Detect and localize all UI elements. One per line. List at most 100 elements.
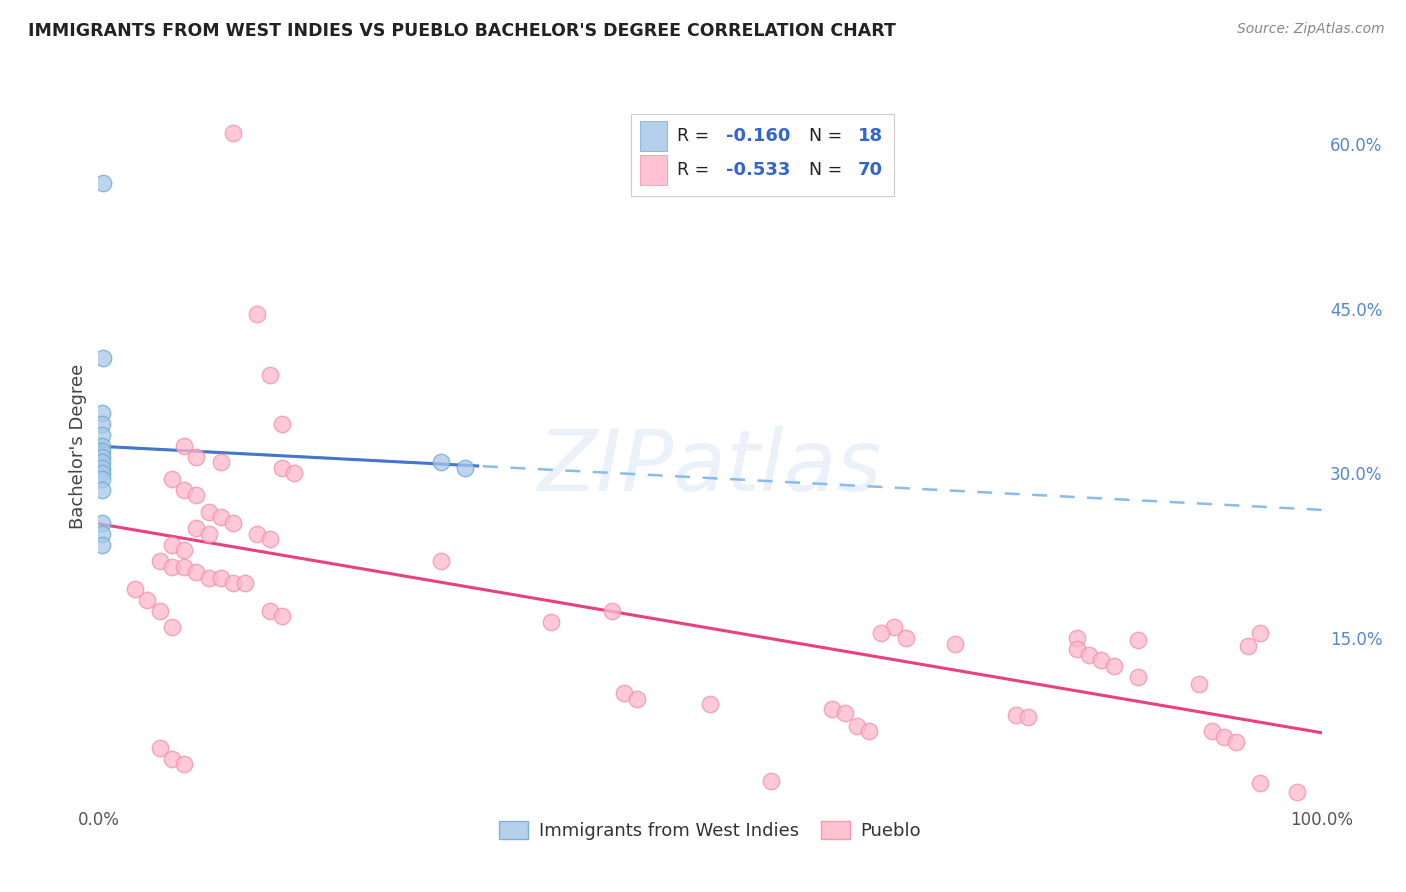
Point [209, 510, 232, 524]
Point [259, 368, 281, 382]
FancyBboxPatch shape [640, 120, 668, 151]
Point [821, 702, 844, 716]
Y-axis label: Bachelor's Degree: Bachelor's Degree [69, 363, 87, 529]
Point [454, 461, 477, 475]
Point [259, 533, 281, 547]
Point [283, 467, 305, 481]
Point [160, 538, 183, 552]
Point [209, 455, 232, 469]
Point [149, 554, 172, 568]
Point [160, 472, 183, 486]
Point [1225, 735, 1247, 749]
Point [91, 176, 114, 190]
Point [246, 526, 269, 541]
Text: N =: N = [808, 127, 848, 145]
Point [1017, 710, 1039, 724]
Point [91, 467, 114, 481]
Point [1102, 658, 1125, 673]
Point [259, 604, 281, 618]
Point [136, 592, 159, 607]
Point [845, 719, 868, 733]
Point [160, 559, 183, 574]
Point [222, 516, 245, 530]
Text: -0.160: -0.160 [725, 127, 790, 145]
Point [1212, 730, 1234, 744]
Point [91, 439, 114, 453]
Point [1078, 648, 1101, 662]
Point [246, 307, 269, 321]
Point [1188, 677, 1211, 691]
Point [91, 455, 114, 469]
Point [270, 417, 294, 431]
Point [186, 566, 208, 580]
Point [270, 609, 294, 624]
Point [91, 450, 114, 464]
Text: -0.533: -0.533 [725, 161, 790, 178]
Point [186, 450, 208, 464]
Text: 18: 18 [858, 127, 883, 145]
Point [91, 516, 114, 530]
Point [160, 752, 183, 766]
FancyBboxPatch shape [630, 114, 894, 196]
Point [943, 637, 966, 651]
Point [173, 439, 195, 453]
Point [883, 620, 905, 634]
Point [894, 631, 917, 645]
Point [761, 773, 783, 788]
Text: N =: N = [808, 161, 848, 178]
Point [430, 455, 453, 469]
Point [1090, 653, 1112, 667]
Text: ZIPatlas: ZIPatlas [538, 425, 882, 509]
Point [834, 706, 856, 720]
Point [149, 740, 172, 755]
Point [91, 406, 114, 420]
Point [186, 521, 208, 535]
Point [91, 417, 114, 431]
Point [233, 576, 256, 591]
Point [91, 461, 114, 475]
Point [197, 526, 219, 541]
Point [173, 483, 195, 497]
Text: Source: ZipAtlas.com: Source: ZipAtlas.com [1237, 22, 1385, 37]
Point [1286, 785, 1309, 799]
Point [1128, 633, 1150, 648]
Point [197, 571, 219, 585]
Text: IMMIGRANTS FROM WEST INDIES VS PUEBLO BACHELOR'S DEGREE CORRELATION CHART: IMMIGRANTS FROM WEST INDIES VS PUEBLO BA… [28, 22, 896, 40]
Point [91, 483, 114, 497]
Point [149, 604, 172, 618]
Point [91, 444, 114, 458]
Point [1201, 724, 1223, 739]
Point [160, 620, 183, 634]
Text: R =: R = [678, 161, 714, 178]
Point [91, 538, 114, 552]
Point [209, 571, 232, 585]
Point [613, 686, 636, 700]
Point [173, 543, 195, 558]
Point [1004, 708, 1026, 723]
FancyBboxPatch shape [640, 155, 668, 185]
Point [1249, 625, 1271, 640]
Point [1249, 776, 1271, 790]
Point [858, 724, 880, 739]
Point [91, 351, 114, 366]
Point [430, 554, 453, 568]
Point [1066, 642, 1088, 657]
Point [1066, 631, 1088, 645]
Text: R =: R = [678, 127, 714, 145]
Point [197, 505, 219, 519]
Point [91, 526, 114, 541]
Point [91, 472, 114, 486]
Point [173, 559, 195, 574]
Point [540, 615, 562, 629]
Point [1237, 639, 1260, 653]
Point [91, 428, 114, 442]
Point [1128, 669, 1150, 683]
Point [173, 757, 195, 772]
Point [626, 691, 648, 706]
Point [222, 126, 245, 140]
Point [124, 582, 146, 596]
Point [870, 625, 893, 640]
Point [600, 604, 623, 618]
Text: 70: 70 [858, 161, 883, 178]
Point [186, 488, 208, 502]
